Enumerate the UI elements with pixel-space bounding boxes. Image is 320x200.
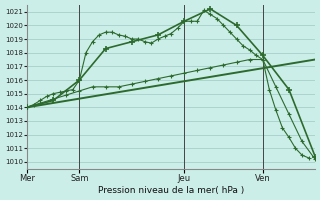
X-axis label: Pression niveau de la mer( hPa ): Pression niveau de la mer( hPa ) xyxy=(98,186,244,195)
